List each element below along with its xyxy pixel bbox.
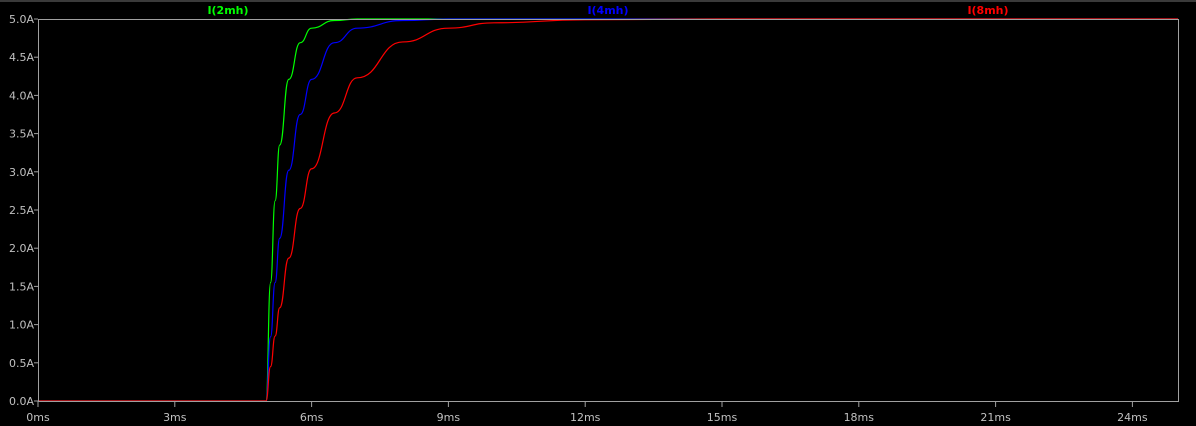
legend-entry: I(4mh) (587, 4, 628, 17)
x-tick-label: 18ms (844, 411, 875, 424)
y-tick-label: 0.0A (9, 395, 34, 408)
x-tick-label: 3ms (163, 411, 187, 424)
legend: I(2mh) I(4mh) I(8mh) (207, 4, 1008, 17)
traces (38, 18, 1178, 402)
x-tick-label: 9ms (437, 411, 461, 424)
y-tick-label: 0.5A (9, 357, 34, 370)
y-tick-label: 1.0A (9, 319, 34, 332)
y-tick-label: 2.0A (9, 242, 34, 255)
legend-entry: I(8mh) (967, 4, 1008, 17)
y-tick-label: 3.0A (9, 166, 34, 179)
y-tick-label: 4.0A (9, 89, 34, 102)
y-tick-label: 4.5A (9, 51, 34, 64)
trace-i8mh (38, 18, 1178, 402)
plot-border (38, 19, 1179, 402)
x-tick-label: 15ms (707, 411, 738, 424)
y-tick-label: 2.5A (9, 204, 34, 217)
x-tick-label: 6ms (300, 411, 324, 424)
trace-i2mh (38, 18, 1178, 402)
trace-i4mh (38, 18, 1178, 402)
x-tick-label: 12ms (570, 411, 601, 424)
x-tick-label: 0ms (26, 411, 50, 424)
x-tick-label: 24ms (1117, 411, 1148, 424)
x-tick-label: 21ms (980, 411, 1011, 424)
axes: 0ms 3ms 6ms 9ms 12ms 15ms 18ms 21ms 24ms 0.0A 0.5A… (9, 13, 1148, 424)
y-tick-label: 1.5A (9, 280, 34, 293)
window-top-border (0, 0, 1196, 2)
plot-frame (38, 19, 1179, 402)
y-tick-label: 5.0A (9, 13, 34, 26)
y-tick-label: 3.5A (9, 128, 34, 141)
legend-entry: I(2mh) (207, 4, 248, 17)
